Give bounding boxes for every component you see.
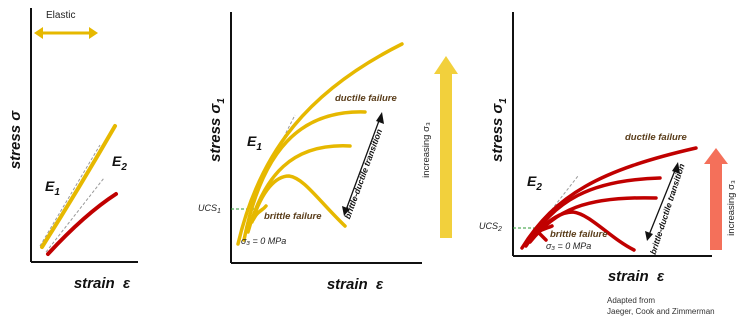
- middle-modulus-e1: E1: [247, 133, 262, 153]
- left-y-axis-label: stress σ: [7, 110, 24, 169]
- credit-line-2: Jaeger, Cook and Zimmerman: [607, 307, 715, 316]
- middle-curve-3: [242, 110, 367, 242]
- middle-curves: [236, 42, 404, 246]
- right-sigma3-label: σ₃ = 0 MPa: [546, 241, 591, 251]
- elastic-label: Elastic: [46, 10, 75, 21]
- right-curve-ductile-top: [520, 146, 698, 250]
- left-curve-gold: [40, 124, 117, 249]
- panel-middle: stress σ1 strain ε E1 UCS1 ductile failu…: [198, 12, 458, 293]
- right-curve-brittle-tail: [536, 230, 548, 242]
- left-tangent-e2: [45, 177, 105, 253]
- right-y-axis-label: stress σ1: [489, 98, 509, 162]
- right-curve-brittle: [536, 224, 554, 234]
- right-increasing-arrow: [704, 148, 728, 250]
- middle-ductile-label: ductile failure: [335, 93, 397, 104]
- left-modulus-e1: E1: [45, 178, 60, 198]
- middle-increasing-label: increasing σ₃: [421, 122, 432, 178]
- middle-transition-label: brittle-ductile transition: [342, 128, 384, 221]
- right-curves: [520, 146, 698, 252]
- middle-x-axis-label: strain ε: [327, 276, 384, 293]
- left-modulus-e2: E2: [112, 153, 127, 173]
- middle-brittle-label: brittle failure: [264, 211, 322, 222]
- panel-left: Elastic stress σ strain ε E1 E2: [7, 8, 138, 292]
- middle-sigma3-label: σ₃ = 0 MPa: [241, 236, 286, 246]
- right-ductile-label: ductile failure: [625, 132, 687, 143]
- middle-y-axis-label: stress σ1: [207, 98, 227, 162]
- middle-transition-arrow: [342, 112, 384, 216]
- right-transition-label: brittle-ductile transition: [648, 162, 687, 255]
- right-x-axis-label: strain ε: [608, 268, 665, 285]
- right-increasing-label: increasing σ₃: [726, 180, 737, 236]
- right-brittle-label: brittle failure: [550, 229, 608, 240]
- right-ucs-label: UCS2: [479, 221, 502, 233]
- panel-right: stress σ1 strain ε E2 UCS2 ductile failu…: [479, 12, 737, 285]
- elastic-double-arrow: [34, 27, 98, 39]
- left-curve-red: [46, 192, 118, 256]
- credit-line-1: Adapted from: [607, 296, 655, 305]
- right-curve-peak: [532, 210, 636, 252]
- left-x-axis-label: strain ε: [74, 275, 131, 292]
- left-tangent-e1: [39, 144, 101, 247]
- middle-curve-brittle-tail: [251, 213, 258, 222]
- right-transition-arrow: [645, 162, 680, 241]
- right-modulus-e2: E2: [527, 173, 542, 193]
- middle-curve-ductile-top: [236, 42, 404, 246]
- middle-ucs-label: UCS1: [198, 203, 221, 215]
- middle-curve-peak: [250, 174, 347, 228]
- middle-increasing-arrow: [434, 56, 458, 238]
